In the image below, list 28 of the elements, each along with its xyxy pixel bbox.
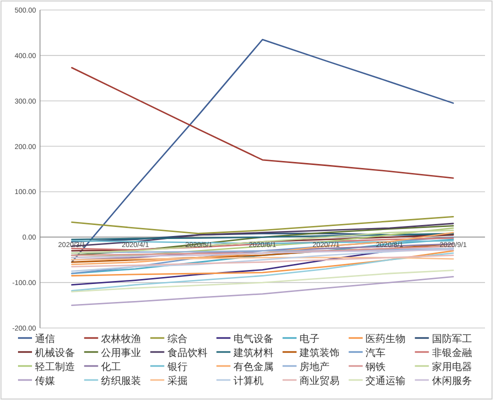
legend-label: 纺织服装: [101, 375, 142, 387]
legend-label: 非银金融: [432, 347, 472, 359]
legend-label: 机械设备: [35, 347, 75, 359]
legend-label: 公用事业: [101, 347, 142, 359]
legend-label: 家用电器: [432, 361, 472, 373]
legend-label: 商业贸易: [300, 375, 340, 387]
legend-label: 电子: [300, 333, 320, 345]
legend-label: 食品饮料: [167, 347, 208, 359]
legend-label: 医药生物: [366, 333, 406, 345]
legend-label: 休闲服务: [432, 375, 472, 387]
legend-label: 化工: [101, 361, 122, 373]
legend-label: 计算机: [233, 375, 264, 387]
legend-label: 建筑装饰: [298, 347, 340, 359]
legend-label: 房地产: [300, 361, 330, 373]
legend-label: 银行: [166, 362, 188, 373]
legend-label: 钢铁: [364, 361, 386, 373]
legend-label: 轻工制造: [35, 361, 75, 373]
legend-label: 交通运输: [366, 375, 406, 387]
legend-label: 综合: [167, 333, 188, 345]
legend-label: 电气设备: [233, 333, 274, 345]
legend-label: 汽车: [366, 347, 386, 359]
legend-label: 传媒: [35, 376, 55, 387]
legend-label: 通信: [35, 333, 55, 345]
legend-label: 有色金属: [233, 361, 274, 373]
legend-label: 农林牧渔: [101, 333, 142, 345]
legend-label: 采掘: [167, 375, 188, 387]
legend-label: 国防军工: [432, 333, 472, 345]
legend-label: 建筑材料: [232, 347, 274, 359]
